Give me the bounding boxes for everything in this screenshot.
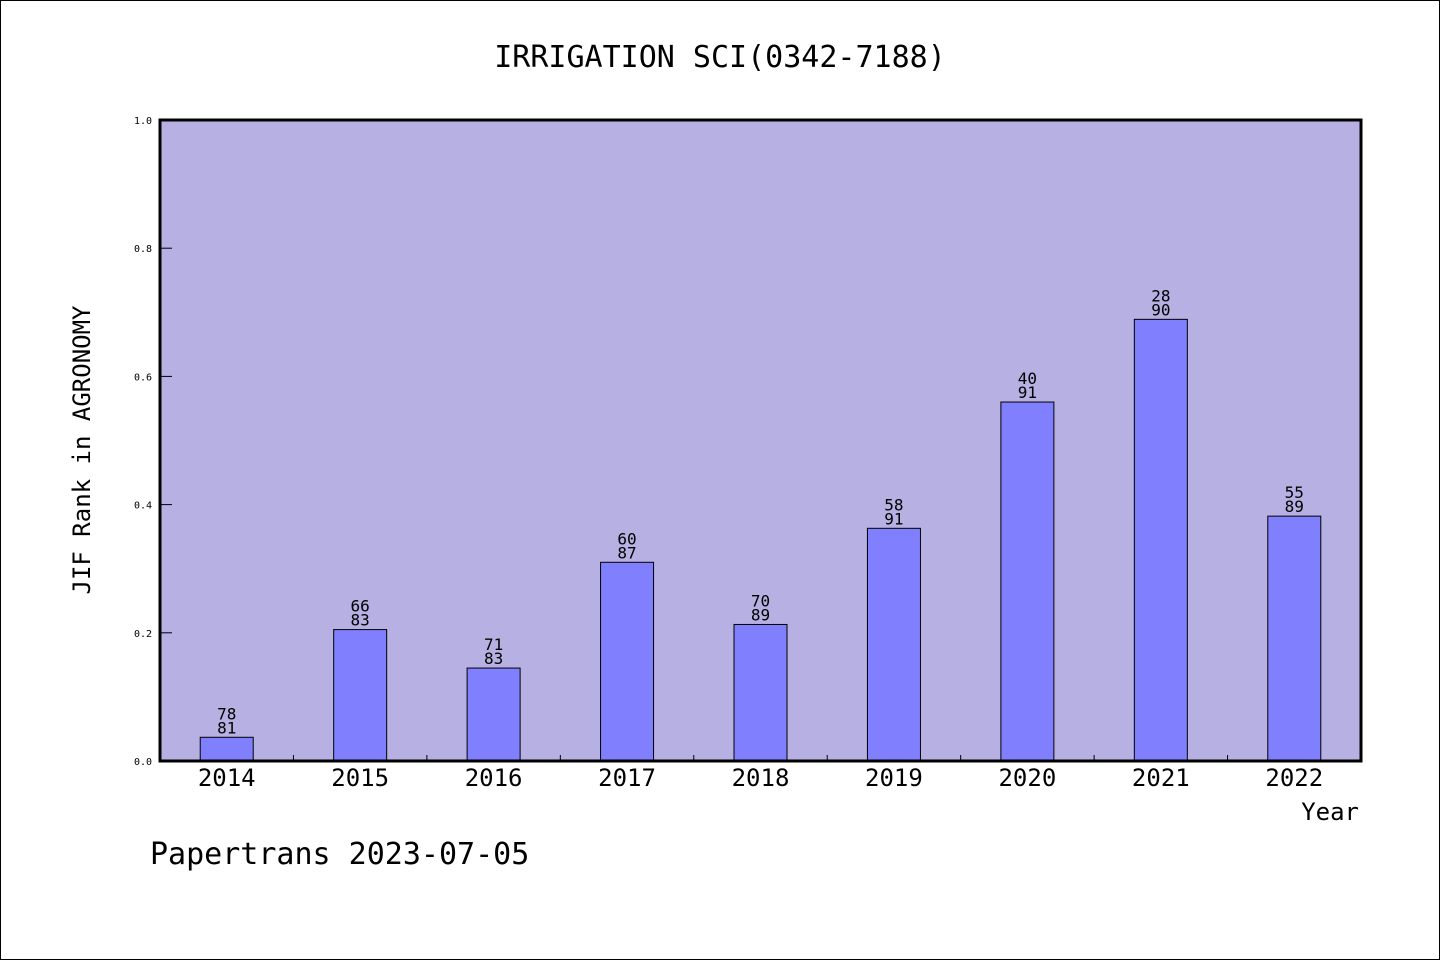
y-tick-label: 0.4 (134, 501, 152, 512)
bar-rank-label: 55 (1285, 483, 1304, 502)
bar-rank-label: 60 (617, 529, 636, 548)
y-axis-label: JIF Rank in AGRONOMY (68, 305, 96, 595)
bar-2016 (466, 667, 521, 762)
bar-total-label: 89 (1285, 497, 1304, 516)
bar-total-label: 91 (1018, 383, 1037, 402)
footer-credit: Papertrans 2023-07-05 (150, 837, 529, 872)
x-tick-label: 2015 (331, 764, 389, 792)
chart-title: IRRIGATION SCI(0342-7188) (494, 40, 946, 75)
bar-rank-label: 58 (884, 495, 903, 514)
bar-2018 (733, 623, 788, 762)
bar-total-label: 90 (1151, 300, 1170, 319)
bar-rank-label: 40 (1018, 369, 1037, 388)
x-tick-label: 2022 (1265, 764, 1323, 792)
y-tick-label: 1.0 (134, 116, 152, 127)
x-axis-label: Year (1301, 798, 1359, 826)
y-tick-label: 0.2 (134, 629, 152, 640)
bar-total-label: 87 (617, 543, 636, 562)
x-tick-label: 2016 (465, 764, 523, 792)
x-tick-label: 2020 (998, 764, 1056, 792)
bar-rank-label: 28 (1151, 286, 1170, 305)
bar-2022 (1267, 515, 1322, 762)
bar-total-label: 83 (351, 611, 370, 630)
x-tick-label: 2019 (865, 764, 923, 792)
bar-2021 (1133, 318, 1188, 762)
plot-frame (158, 118, 1363, 763)
x-tick-label: 2014 (198, 764, 256, 792)
bar-total-label: 91 (884, 509, 903, 528)
bar-2020 (1000, 401, 1055, 762)
bar-2015 (333, 629, 388, 762)
bar-total-label: 83 (484, 649, 503, 668)
bar-rank-label: 78 (217, 704, 236, 723)
x-tick-label: 2018 (732, 764, 790, 792)
bar-rank-label: 66 (351, 597, 370, 616)
y-tick-label: 0.0 (134, 757, 152, 768)
bar-2017 (600, 561, 655, 762)
y-tick-label: 0.8 (134, 244, 152, 255)
bar-total-label: 81 (217, 718, 236, 737)
bar-total-label: 89 (751, 605, 770, 624)
bar-2014 (199, 736, 254, 762)
x-tick-label: 2021 (1132, 764, 1190, 792)
y-tick-label: 0.6 (134, 372, 152, 383)
bar-rank-label: 70 (751, 591, 770, 610)
x-tick-label: 2017 (598, 764, 656, 792)
bar-2019 (866, 527, 921, 762)
bar-rank-label: 71 (484, 635, 503, 654)
